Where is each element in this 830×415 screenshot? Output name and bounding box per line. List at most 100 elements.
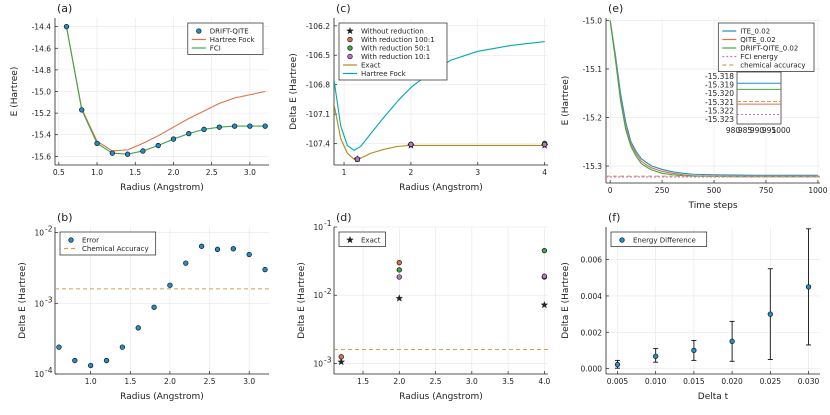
legend-label: QITE_0.02: [740, 36, 775, 44]
y-tick-label: -14.8: [32, 66, 52, 75]
y-tick-label: 0.004: [581, 292, 603, 301]
y-tick-label: 10: [313, 359, 323, 368]
legend-item: FCI energy: [722, 53, 778, 61]
y-tick-label: -15.4: [32, 131, 52, 140]
x-tick-label: 2.0: [167, 168, 179, 177]
x-axis-label: Delta t: [698, 392, 729, 402]
x-tick-label: 750: [759, 186, 774, 195]
series-energy-difference-point: [767, 311, 773, 317]
series-energy-difference-point: [614, 361, 621, 368]
legend-item: Energy Difference: [619, 237, 696, 245]
y-tick-exponent: -1: [324, 219, 332, 228]
series-with-reduction-10-1-point: [408, 141, 414, 148]
legend-item: DRIFT-QITE: [196, 28, 249, 36]
x-tick-label: 0.030: [798, 377, 820, 386]
legend-label: Error: [82, 237, 99, 245]
x-tick-label: 2: [409, 168, 414, 177]
series-with-reduction-100-1-point: [338, 354, 344, 360]
series-drift-qite-point: [63, 23, 70, 30]
legend-label: Exact: [361, 62, 381, 70]
inset-x-tick-label: 1000: [771, 126, 790, 135]
x-tick-label: 2.0: [393, 377, 405, 386]
x-tick-label: 1.5: [129, 168, 141, 177]
series-drift-qite-point: [231, 123, 238, 129]
y-tick-label: -15.2: [32, 109, 52, 118]
series-error-point: [230, 246, 236, 252]
series-error-point: [214, 246, 221, 252]
series-drift-qite-point: [247, 123, 253, 129]
legend-label: Energy Difference: [633, 237, 696, 245]
panel-a: 0.5 1.0 1.5 2.0 2.5 3.0 -14.4 -14.6 -14.8 -15.0 -1…: [10, 2, 269, 193]
x-tick-label: 1.0: [85, 377, 97, 386]
legend-label: FCI energy: [740, 53, 778, 61]
series-exact-point: [395, 294, 404, 302]
legend-label: FCI: [210, 45, 221, 53]
legend-label: Chemical Accuracy: [82, 245, 149, 253]
plot-area: [334, 40, 548, 163]
legend-swatch: [347, 36, 353, 43]
panel-title: (b): [57, 211, 73, 224]
x-tick-label: 500: [707, 186, 722, 195]
legend-item: Exact: [346, 235, 381, 245]
x-axis-label: Time steps: [687, 201, 737, 211]
series-energy-difference-point: [805, 284, 812, 290]
panel-title: (d): [336, 211, 352, 224]
x-tick-label: 0.020: [721, 377, 743, 386]
series-drift-qite-point: [262, 123, 268, 129]
series-error-point: [246, 251, 252, 258]
y-tick-label: 10: [313, 223, 323, 232]
series-drift-qite-point: [109, 150, 115, 156]
inset-y-tick-label: -15.322: [705, 107, 734, 116]
legend-item: chemical accuracy: [722, 62, 806, 70]
legend-label: DRIFT-QITE_0.02: [740, 45, 798, 53]
series-drift-qite-point: [170, 136, 177, 142]
y-tick-exponent: -3: [324, 355, 332, 364]
plot-area: [63, 23, 268, 157]
inset-x-tick-label: 985: [738, 126, 753, 135]
x-tick-label: 1.5: [357, 377, 369, 386]
y-tick-label: 0.006: [581, 256, 603, 265]
series-error-point: [262, 266, 268, 273]
series-error-point: [119, 344, 126, 350]
x-tick-label: 3: [475, 168, 480, 177]
y-axis-label: Delta E (Hartree): [297, 262, 307, 339]
x-tick-label: 1.0: [91, 168, 103, 177]
x-tick-label: 0.025: [760, 377, 782, 386]
series-with-reduction-10-1-point: [354, 156, 361, 162]
legend-swatch: [347, 45, 353, 51]
x-axis-label: Radius (Angstrom): [399, 183, 483, 193]
x-axis-label: Radius (Angstrom): [399, 392, 483, 402]
series-with-reduction-10-1-point: [541, 273, 548, 279]
x-tick-label: 2.5: [430, 377, 442, 386]
legend-label: Without reduction: [361, 28, 424, 36]
legend-box: [338, 231, 386, 247]
x-tick-label: 1: [342, 168, 347, 177]
inset-x-tick-label: 980: [726, 126, 741, 135]
y-tick-label: -15.0: [583, 16, 603, 25]
y-tick-label: -106.8: [306, 81, 330, 90]
y-tick-label: -15.0: [32, 88, 52, 97]
legend-box: [610, 231, 708, 247]
y-axis-label: E (Hartree): [10, 67, 20, 117]
y-tick-exponent: -2: [324, 287, 332, 296]
y-tick-label: -15.6: [32, 152, 52, 161]
series-ite-0-02-line: [609, 20, 818, 176]
inset-y-tick-label: -15.323: [705, 115, 734, 124]
panel-e: 0 250 500 750 1000 -15.0 -15.1 -15.2 -15.3 (e) Tim…: [561, 2, 828, 211]
x-tick-label: 3.5: [502, 377, 514, 386]
legend-item: Error: [68, 237, 99, 245]
series-drift-qite-point: [186, 131, 192, 137]
legend-label: Hartree Fock: [210, 36, 256, 44]
series-drift-qite-point: [155, 142, 161, 149]
series-energy-difference-point: [691, 347, 697, 354]
series-drift-qite-point: [201, 126, 207, 132]
panel-c: 1 2 3 4 -106.2 -106.5 -106.8 -107.1 -107.4 (c) Rad…: [289, 2, 548, 193]
y-tick-exponent: -2: [45, 225, 53, 234]
x-tick-label: 2.5: [204, 377, 216, 386]
series-drift-qite-point: [216, 124, 222, 130]
series-drift-qite-point: [94, 140, 100, 147]
y-tick-label: -15.3: [583, 162, 603, 171]
panel-title: (c): [336, 2, 351, 15]
inset-y-tick-label: -15.319: [705, 81, 734, 90]
inset-x-tick-label: 990: [750, 126, 765, 135]
